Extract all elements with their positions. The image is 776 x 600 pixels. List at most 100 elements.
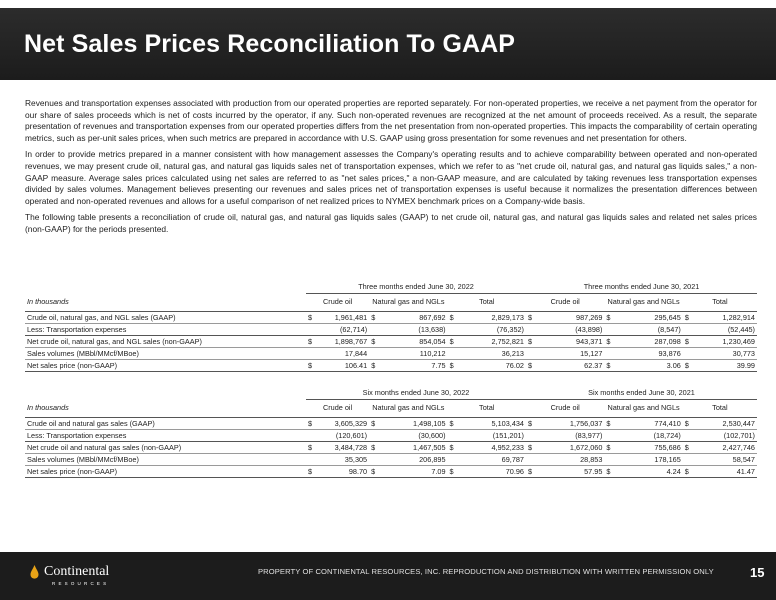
currency-symbol bbox=[305, 429, 320, 442]
period-header-row: Six months ended June 30, 2022 Six months… bbox=[25, 387, 757, 400]
period-left-label: Three months ended June 30, 2022 bbox=[306, 281, 526, 294]
company-logo: Continental RESOURCES bbox=[30, 563, 130, 591]
currency-symbol: $ bbox=[369, 417, 383, 430]
currency-symbol: $ bbox=[604, 441, 618, 454]
currency-symbol bbox=[369, 429, 383, 442]
currency-symbol bbox=[682, 453, 696, 466]
column-header: Natural gas and NGLs bbox=[604, 293, 683, 312]
oil-drop-icon bbox=[30, 565, 39, 579]
currency-symbol bbox=[369, 453, 383, 466]
paragraph-3: The following table presents a reconcili… bbox=[25, 212, 757, 234]
currency-symbol: $ bbox=[682, 359, 696, 372]
table-cell: 3,605,329 bbox=[319, 417, 370, 430]
table-cell: 7.75 bbox=[382, 359, 448, 372]
body-text: Revenues and transportation expenses ass… bbox=[25, 98, 757, 241]
table-cell: 178,165 bbox=[617, 453, 683, 466]
table-row: Net sales price (non-GAAP) $98.70 $7.09 $70… bbox=[25, 465, 757, 478]
currency-symbol: $ bbox=[682, 335, 696, 348]
table-cell: 39.99 bbox=[695, 359, 757, 372]
row-label: Crude oil and natural gas sales (GAAP) bbox=[25, 417, 306, 430]
currency-symbol: $ bbox=[604, 465, 618, 478]
row-label: Sales volumes (MBbl/MMcf/MBoe) bbox=[25, 347, 307, 360]
currency-symbol bbox=[526, 347, 540, 360]
table-cell: 867,692 bbox=[382, 311, 448, 324]
currency-symbol bbox=[604, 323, 618, 336]
column-header: Total bbox=[447, 293, 526, 312]
row-label: Crude oil, natural gas, and NGL sales (G… bbox=[25, 311, 307, 324]
paragraph-2: In order to provide metrics prepared in … bbox=[25, 149, 757, 206]
column-header: Total bbox=[682, 399, 757, 418]
table-cell: 1,898,767 bbox=[319, 335, 370, 348]
table-cell: (8,547) bbox=[617, 323, 683, 336]
paragraph-1: Revenues and transportation expenses ass… bbox=[25, 98, 757, 143]
table-cell: 28,853 bbox=[539, 453, 605, 466]
currency-symbol bbox=[369, 347, 383, 360]
table-cell: 987,269 bbox=[539, 311, 605, 324]
table-cell: 3,484,728 bbox=[319, 441, 370, 454]
table-cell: 110,212 bbox=[382, 347, 448, 360]
currency-symbol bbox=[447, 347, 461, 360]
currency-symbol: $ bbox=[369, 465, 383, 478]
table-cell: 1,756,037 bbox=[539, 417, 605, 430]
currency-symbol: $ bbox=[604, 335, 618, 348]
currency-symbol: $ bbox=[604, 359, 618, 372]
table-cell: 98.70 bbox=[319, 465, 370, 478]
currency-symbol: $ bbox=[526, 335, 540, 348]
table-row: Net crude oil, natural gas, and NGL sale… bbox=[25, 335, 757, 348]
table-cell: 69,787 bbox=[460, 453, 526, 466]
table-cell: 4,952,233 bbox=[460, 441, 526, 454]
table-cell: 93,876 bbox=[617, 347, 683, 360]
currency-symbol: $ bbox=[526, 359, 540, 372]
table-cell: 1,498,105 bbox=[382, 417, 448, 430]
currency-symbol: $ bbox=[369, 441, 383, 454]
period-left-label: Six months ended June 30, 2022 bbox=[305, 387, 526, 400]
table-cell: 15,127 bbox=[539, 347, 605, 360]
currency-symbol bbox=[447, 323, 461, 336]
column-header: Natural gas and NGLs bbox=[604, 399, 683, 418]
table-cell: (18,724) bbox=[617, 429, 683, 442]
table-cell: 206,895 bbox=[382, 453, 448, 466]
currency-symbol: $ bbox=[682, 465, 696, 478]
title-bar: Net Sales Prices Reconciliation To GAAP bbox=[0, 8, 776, 80]
currency-symbol: $ bbox=[447, 441, 461, 454]
currency-symbol bbox=[305, 453, 320, 466]
column-header-row: In thousands Crude oil Natural gas and NGL… bbox=[25, 399, 757, 418]
six-months-reconciliation-table: Six months ended June 30, 2022 Six months… bbox=[25, 387, 757, 478]
table-cell: 4.24 bbox=[617, 465, 683, 478]
table-cell: 1,961,481 bbox=[319, 311, 370, 324]
table-cell: 3.06 bbox=[617, 359, 683, 372]
currency-symbol: $ bbox=[305, 465, 320, 478]
currency-symbol: $ bbox=[369, 359, 383, 372]
currency-symbol: $ bbox=[447, 465, 461, 478]
logo-name: Continental bbox=[44, 564, 110, 579]
table-cell: 1,672,060 bbox=[539, 441, 605, 454]
table-cell: 36,213 bbox=[460, 347, 526, 360]
currency-symbol bbox=[306, 347, 320, 360]
row-label: Less: Transportation expenses bbox=[25, 429, 306, 442]
row-label: Net sales price (non-GAAP) bbox=[25, 359, 307, 372]
currency-symbol: $ bbox=[604, 417, 618, 430]
table-cell: 1,467,505 bbox=[382, 441, 448, 454]
table-cell: 287,098 bbox=[617, 335, 683, 348]
table-cell: 943,371 bbox=[539, 335, 605, 348]
currency-symbol: $ bbox=[526, 417, 540, 430]
currency-symbol bbox=[447, 453, 461, 466]
three-months-reconciliation-table: Three months ended June 30, 2022 Three mo… bbox=[25, 281, 757, 372]
table-cell: 854,054 bbox=[382, 335, 448, 348]
currency-symbol: $ bbox=[447, 359, 461, 372]
table-cell: 76.02 bbox=[460, 359, 526, 372]
table-cell: 17,844 bbox=[319, 347, 370, 360]
table-row: Sales volumes (MBbl/MMcf/MBoe) 35,305 206,… bbox=[25, 453, 757, 466]
table-row: Sales volumes (MBbl/MMcf/MBoe) 17,844 110,… bbox=[25, 347, 757, 360]
table-row: Less: Transportation expenses (62,714) (13… bbox=[25, 323, 757, 336]
table-cell: (62,714) bbox=[319, 323, 370, 336]
currency-symbol: $ bbox=[306, 359, 320, 372]
currency-symbol: $ bbox=[526, 441, 540, 454]
table-cell: 5,103,434 bbox=[460, 417, 526, 430]
table-row: Net sales price (non-GAAP) $106.41 $7.75 $7… bbox=[25, 359, 757, 372]
currency-symbol: $ bbox=[306, 335, 320, 348]
currency-symbol: $ bbox=[682, 441, 696, 454]
currency-symbol: $ bbox=[306, 311, 320, 324]
table-cell: (43,898) bbox=[539, 323, 605, 336]
currency-symbol: $ bbox=[305, 441, 320, 454]
